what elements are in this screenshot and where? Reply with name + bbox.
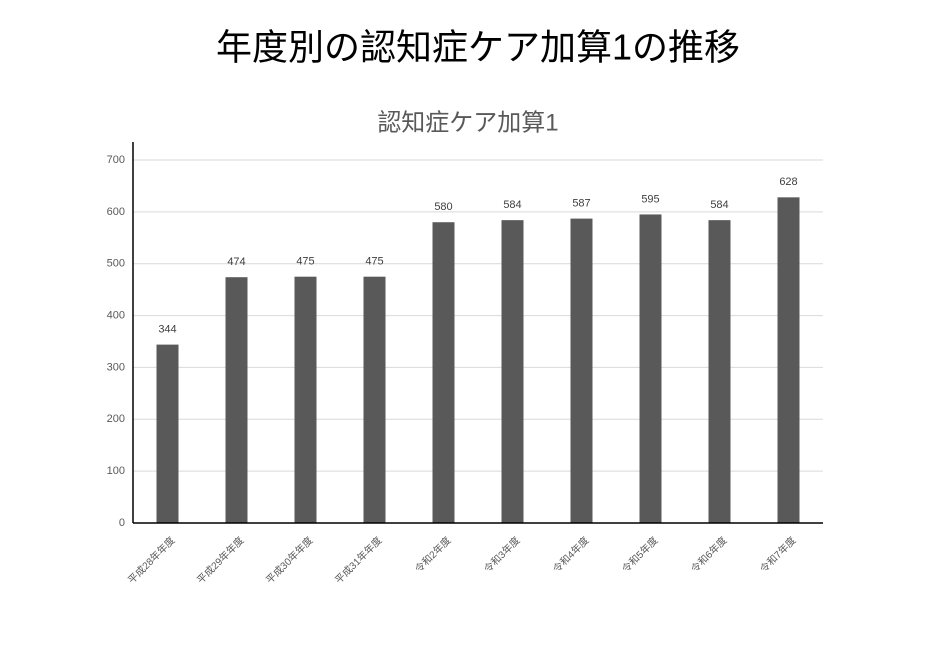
bar	[570, 218, 593, 523]
x-tick-label: 令和3年度	[481, 534, 522, 575]
bar	[639, 214, 662, 523]
y-tick-label: 400	[107, 309, 125, 321]
bar	[501, 220, 524, 523]
x-tick-label: 令和4年度	[550, 534, 591, 575]
bar	[156, 344, 179, 523]
x-tick-label: 令和2年度	[412, 534, 453, 575]
x-tick-label: 平成30年年度	[263, 534, 315, 586]
y-tick-label: 700	[107, 154, 125, 166]
bar	[708, 220, 731, 523]
data-label: 344	[158, 324, 176, 336]
x-tick-label: 平成28年年度	[125, 534, 177, 586]
data-label: 584	[710, 199, 728, 211]
page-title: 年度別の認知症ケア加算1の推移	[216, 27, 740, 68]
bar	[777, 197, 800, 523]
x-tick-label: 令和6年度	[688, 534, 729, 575]
x-tick-label: 平成31年年度	[332, 534, 384, 586]
chart-title: 認知症ケア加算1	[377, 109, 558, 136]
data-label: 595	[641, 193, 659, 205]
bar	[363, 276, 386, 523]
y-tick-label: 500	[107, 258, 125, 270]
bar	[294, 276, 317, 523]
x-tick-label: 令和7年度	[757, 534, 798, 575]
bar	[225, 277, 248, 523]
y-tick-label: 100	[107, 465, 125, 477]
data-label: 475	[296, 256, 314, 268]
y-tick-label: 600	[107, 206, 125, 218]
bar	[432, 222, 455, 523]
data-label: 587	[572, 198, 590, 210]
x-tick-label: 平成29年年度	[194, 534, 246, 586]
y-tick-label: 300	[107, 361, 125, 373]
data-label: 584	[503, 199, 521, 211]
x-tick-label: 令和5年度	[619, 534, 660, 575]
data-label: 628	[779, 176, 797, 188]
data-label: 474	[227, 256, 245, 268]
y-tick-label: 0	[119, 517, 125, 529]
y-tick-label: 200	[107, 413, 125, 425]
data-label: 580	[434, 201, 452, 213]
data-label: 475	[365, 256, 383, 268]
